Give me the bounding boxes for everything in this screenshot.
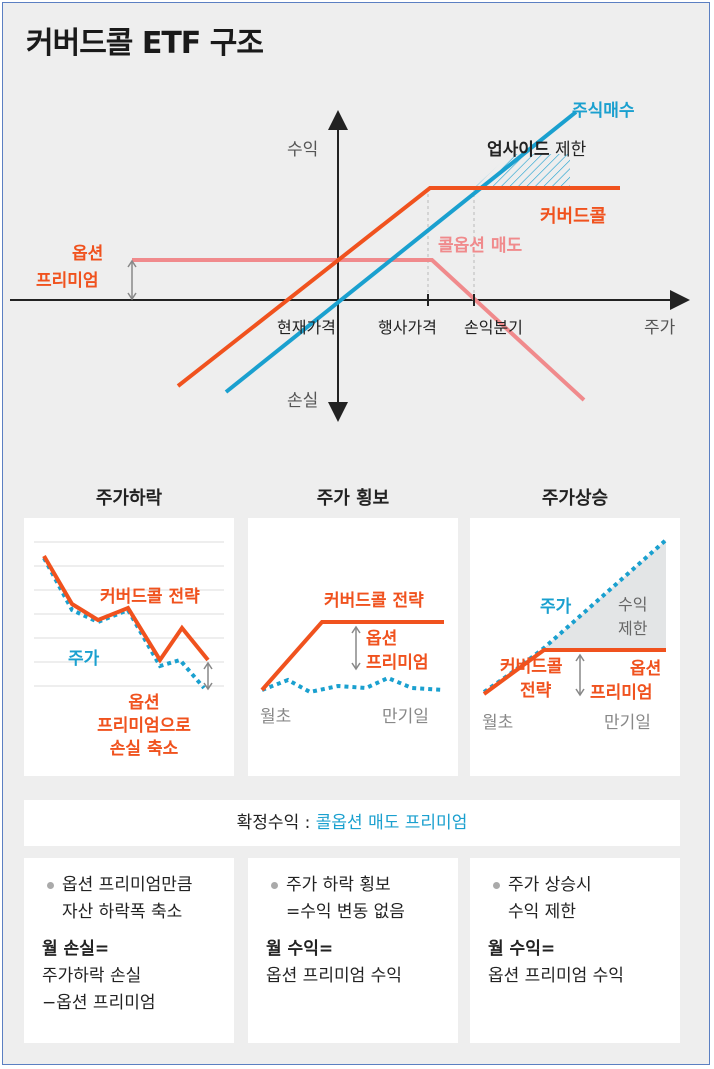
sideways-line-1: 주가 하락 횡보	[286, 875, 391, 895]
covered-call-label: 커버드콜	[540, 206, 606, 227]
premium-label-2: 프리미엄	[36, 271, 99, 291]
panel-title-decline: 주가하락	[95, 488, 163, 509]
rise-strategy-1: 커버드콜	[500, 657, 563, 677]
tick-label-breakeven: 손익분기	[464, 318, 523, 337]
sideways-summary-head: 월 수익=	[266, 939, 334, 959]
y-top-label: 수익	[287, 140, 318, 160]
rise-end-label: 만기일	[604, 713, 651, 733]
page-title: 커버드콜 ETF 구조	[26, 26, 264, 61]
stock-buy-label: 주식매수	[572, 101, 635, 121]
decline-strategy-label: 커버드콜 전략	[100, 587, 200, 607]
sideways-strategy-line	[260, 620, 444, 692]
rise-stock-label: 주가	[540, 597, 572, 617]
payoff-diagram: 수익 손실 주가 주식매수 업사이드 제한 커버드콜 콜옵션 매도 옵션 프리미…	[10, 101, 690, 422]
rise-start-label: 월초	[482, 713, 513, 733]
panel-sideways: 커버드콜 전략 옵션 프리미엄 월초 만기일	[248, 518, 458, 776]
rise-chart: 주가 수익 제한 커버드콜 전략 옵션 프리미엄 월초 만기일	[482, 538, 668, 733]
decline-summary-3: −옵션 프리미엄	[42, 993, 156, 1013]
confirmed-return-value: 콜옵션 매도 프리미엄	[315, 813, 468, 833]
rise-summary-2: 옵션 프리미엄 수익	[488, 966, 624, 986]
panel-title-rise: 주가상승	[541, 488, 609, 509]
rise-stock-line	[482, 538, 668, 694]
rise-strategy-2: 전략	[520, 681, 552, 701]
sideways-line-2: =수익 변동 없음	[286, 902, 405, 922]
rise-premium-1: 옵션	[630, 659, 661, 679]
rise-line-2: 수익 제한	[508, 902, 576, 922]
sideways-chart: 커버드콜 전략 옵션 프리미엄 월초 만기일	[260, 591, 445, 727]
confirmed-return-bar: 확정수익 : 콜옵션 매도 프리미엄	[24, 800, 680, 846]
decline-chart: 커버드콜 전략 주가 옵션 프리미엄으로 손실 축소	[34, 541, 224, 759]
sideways-end-label: 만기일	[382, 707, 429, 727]
sideways-premium-1: 옵션	[366, 629, 397, 649]
call-sell-label: 콜옵션 매도	[438, 236, 522, 256]
decline-summary-2: 주가하락 손실	[42, 966, 142, 986]
decline-note-3: 손실 축소	[110, 739, 179, 759]
decline-summary-head: 월 손실=	[42, 939, 110, 959]
decline-line-1: 옵션 프리미엄만큼	[62, 875, 193, 895]
panel-title-sideways: 주가 횡보	[316, 488, 390, 509]
sideways-strategy-label: 커버드콜 전략	[324, 591, 424, 611]
rise-summary-head: 월 수익=	[488, 939, 556, 959]
upside-label: 업사이드 제한	[487, 140, 587, 160]
decline-stock-label: 주가	[68, 649, 100, 669]
decline-strategy-line	[42, 554, 210, 664]
call-sell-line	[132, 258, 586, 402]
rise-premium-2: 프리미엄	[590, 683, 653, 703]
stock-buy-line	[224, 110, 578, 394]
panel-rise: 주가 수익 제한 커버드콜 전략 옵션 프리미엄 월초 만기일	[470, 518, 680, 776]
confirmed-return-label: 확정수익 :	[236, 813, 316, 833]
decline-note-1: 옵션	[128, 693, 159, 713]
sideways-stock-line	[261, 675, 445, 695]
rise-cap-1: 수익	[618, 595, 647, 614]
decline-line-2: 자산 하락폭 축소	[62, 902, 183, 922]
premium-label-1: 옵션	[72, 244, 103, 264]
tick-label-strike: 행사가격	[378, 318, 437, 337]
sideways-bullet: 주가 하락 횡보 =수익 변동 없음	[266, 872, 448, 926]
sideways-summary-2: 옵션 프리미엄 수익	[266, 966, 402, 986]
covered-call-line	[176, 186, 620, 388]
x-right-label: 주가	[644, 318, 676, 338]
y-bottom-label: 손실	[287, 391, 318, 411]
upside-cap-area	[474, 154, 570, 188]
rise-cap-2: 제한	[618, 619, 648, 638]
sideways-premium-2: 프리미엄	[366, 653, 429, 673]
decline-note-2: 프리미엄으로	[97, 716, 191, 736]
sideways-start-label: 월초	[260, 707, 291, 727]
panel-decline: 커버드콜 전략 주가 옵션 프리미엄으로 손실 축소	[24, 518, 234, 776]
tick-label-current: 현재가격	[277, 318, 336, 337]
rise-line-1: 주가 상승시	[508, 875, 592, 895]
text-box-sideways: 주가 하락 횡보 =수익 변동 없음 월 수익= 옵션 프리미엄 수익	[248, 858, 458, 1043]
rise-strategy-line	[482, 648, 666, 696]
